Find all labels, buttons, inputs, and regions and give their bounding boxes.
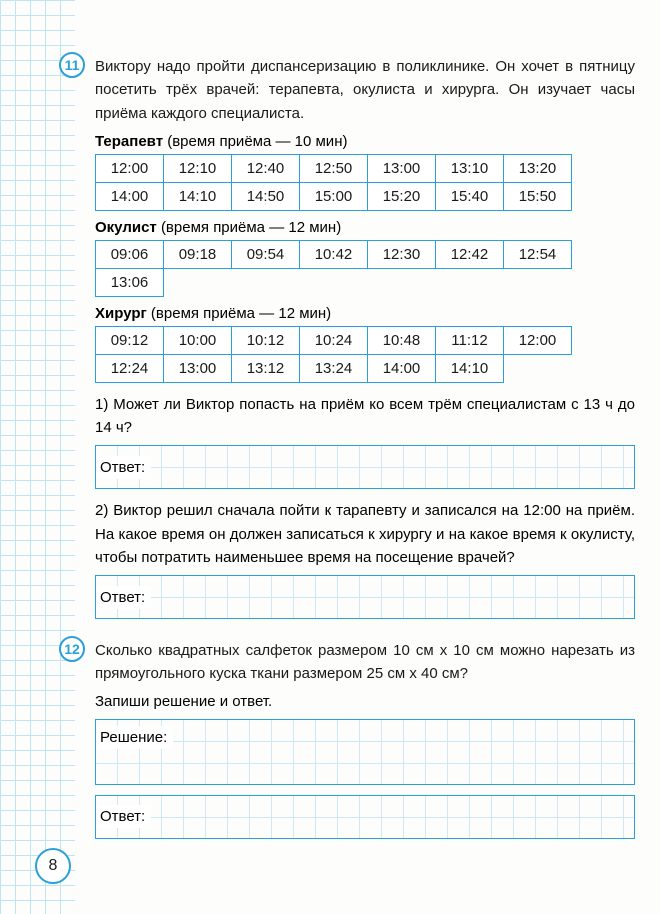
schedule-table-oculist-row1: 09:06 09:18 09:54 10:42 12:30 12:42 12:5… [95,240,572,269]
time-cell: 15:50 [504,182,572,210]
time-cell: 12:10 [164,154,232,182]
time-cell: 13:00 [164,354,232,382]
problem-text: Виктору надо пройти диспансеризацию в по… [95,55,635,125]
doctor-duration: (время приёма — 12 мин) [161,219,341,236]
time-cell: 13:24 [300,354,368,382]
doctor-duration: (время приёма — 10 мин) [167,133,347,150]
time-cell: 14:00 [96,182,164,210]
question-1: 1) Может ли Виктор попасть на приём ко в… [95,393,635,440]
time-cell: 14:10 [436,354,504,382]
page-number: 8 [35,848,71,884]
time-cell: 13:06 [96,268,164,296]
time-cell: 14:50 [232,182,300,210]
instruction: Запиши решение и ответ. [95,690,635,713]
time-cell: 15:00 [300,182,368,210]
time-cell: 12:00 [504,326,572,354]
time-cell: 13:20 [504,154,572,182]
problem-text: Сколько квадратных салфеток размером 10 … [95,639,635,686]
time-cell: 11:12 [436,326,504,354]
time-cell: 14:00 [368,354,436,382]
time-cell: 15:20 [368,182,436,210]
problem-11: 11 Виктору надо пройти диспансеризацию в… [95,55,635,619]
time-cell: 09:06 [96,240,164,268]
doctor-name: Окулист [95,219,157,236]
doctor-header-therapist: Терапевт (время приёма — 10 мин) [95,133,635,150]
question-2: 2) Виктор решил сначала пойти к тарапевт… [95,499,635,569]
answer-label: Ответ: [96,805,151,828]
answer-box-1[interactable]: Ответ: [95,445,635,489]
doctor-header-surgeon: Хирург (время приёма — 12 мин) [95,305,635,322]
problem-number-badge: 12 [59,636,85,662]
time-cell: 10:48 [368,326,436,354]
notebook-margin-grid [0,0,75,914]
answer-box-3[interactable]: Ответ: [95,795,635,839]
answer-label: Ответ: [96,586,151,609]
answer-label: Ответ: [96,456,151,479]
solution-box[interactable]: Решение: [95,719,635,785]
doctor-header-oculist: Окулист (время приёма — 12 мин) [95,219,635,236]
doctor-duration: (время приёма — 12 мин) [151,305,331,322]
doctor-name: Хирург [95,305,147,322]
answer-box-2[interactable]: Ответ: [95,575,635,619]
schedule-table-oculist-row2: 13:06 [95,268,164,297]
doctor-name: Терапевт [95,133,163,150]
page-content: 11 Виктору надо пройти диспансеризацию в… [95,55,635,859]
time-cell: 09:18 [164,240,232,268]
time-cell: 13:10 [436,154,504,182]
time-cell: 12:50 [300,154,368,182]
problem-number-badge: 11 [59,52,85,78]
schedule-table-therapist: 12:00 12:10 12:40 12:50 13:00 13:10 13:2… [95,154,572,211]
time-cell: 12:30 [368,240,436,268]
time-cell: 10:00 [164,326,232,354]
time-cell: 10:24 [300,326,368,354]
solution-label: Решение: [96,726,173,749]
time-cell: 14:10 [164,182,232,210]
time-cell: 09:12 [96,326,164,354]
time-cell: 09:54 [232,240,300,268]
time-cell: 12:40 [232,154,300,182]
time-cell: 12:54 [504,240,572,268]
time-cell: 13:00 [368,154,436,182]
time-cell: 15:40 [436,182,504,210]
schedule-table-surgeon-row1: 09:12 10:00 10:12 10:24 10:48 11:12 12:0… [95,326,572,355]
time-cell: 12:00 [96,154,164,182]
time-cell: 10:42 [300,240,368,268]
time-cell: 10:12 [232,326,300,354]
problem-12: 12 Сколько квадратных салфеток размером … [95,639,635,839]
schedule-table-surgeon-row2: 12:24 13:00 13:12 13:24 14:00 14:10 [95,354,504,383]
time-cell: 13:12 [232,354,300,382]
time-cell: 12:24 [96,354,164,382]
time-cell: 12:42 [436,240,504,268]
